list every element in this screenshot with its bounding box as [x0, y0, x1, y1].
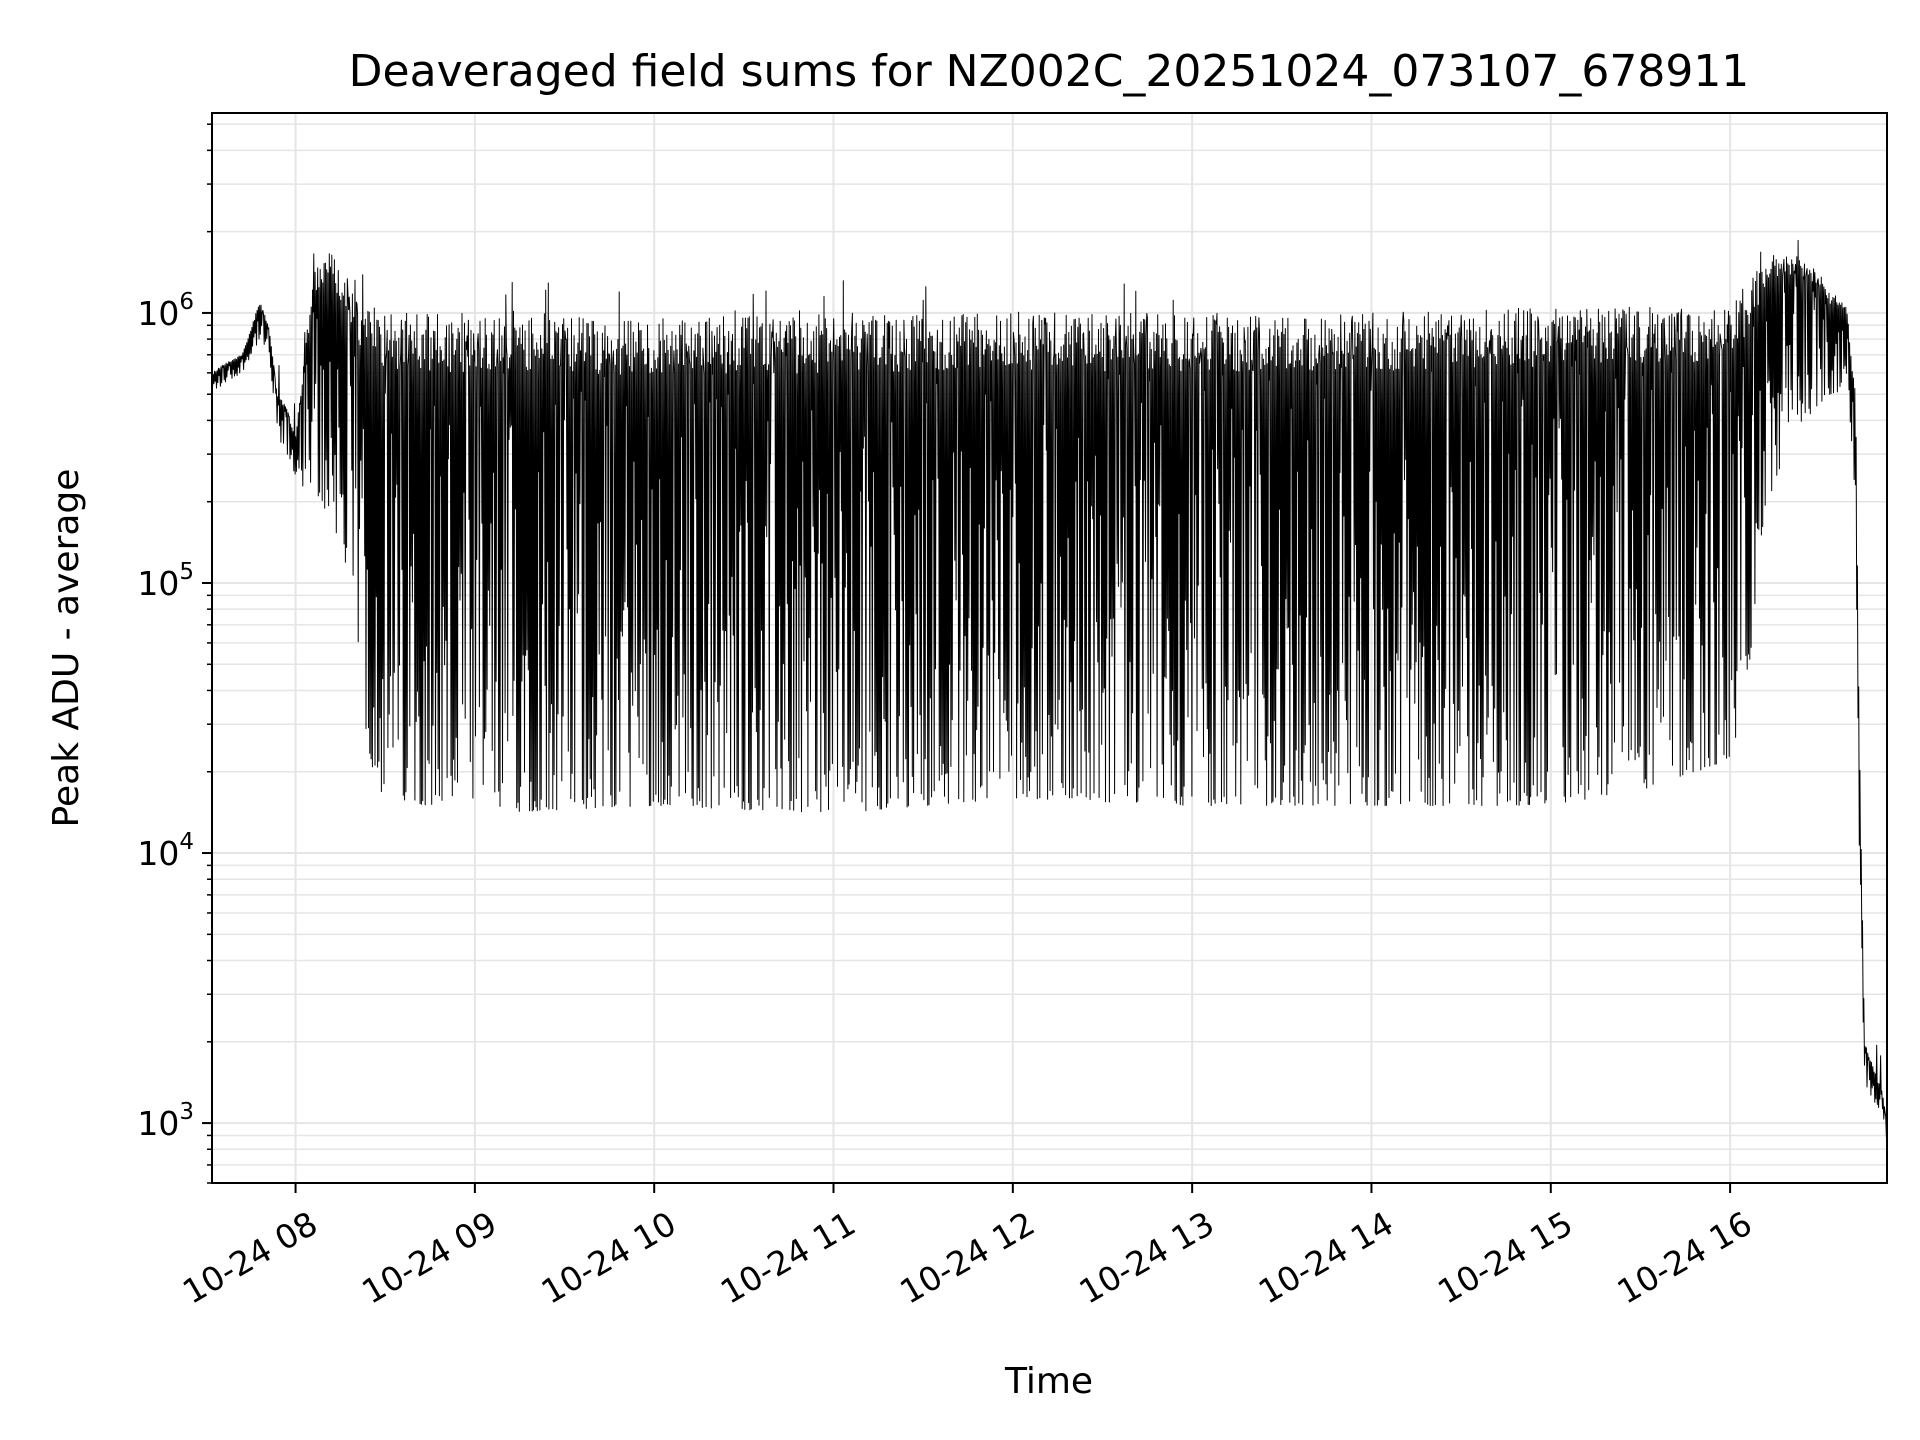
y-tick-label: 104 [137, 829, 194, 873]
chart-title: Deaveraged field sums for NZ002C_2025102… [349, 46, 1750, 97]
y-tick-label: 106 [137, 289, 194, 333]
plot-area-frame [211, 112, 1888, 1184]
y-tick-label: 103 [137, 1099, 194, 1143]
y-axis-label: Peak ADU - average [46, 469, 87, 828]
data-series [211, 239, 1888, 1138]
y-axis: 103 104 105 106 [137, 123, 212, 1184]
series-line [211, 239, 1888, 1138]
y-tick-label: 105 [137, 559, 194, 603]
x-axis-label: Time [1004, 1361, 1093, 1402]
